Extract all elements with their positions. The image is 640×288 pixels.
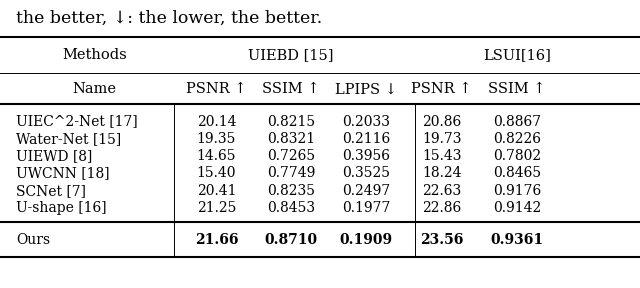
Text: SSIM ↑: SSIM ↑	[262, 82, 320, 96]
Text: 18.24: 18.24	[422, 166, 461, 180]
Text: 15.43: 15.43	[422, 149, 461, 163]
Text: 0.2033: 0.2033	[342, 115, 390, 128]
Text: 0.7802: 0.7802	[493, 149, 541, 163]
Text: 0.9361: 0.9361	[490, 233, 544, 247]
Text: 14.65: 14.65	[196, 149, 236, 163]
Text: 0.8710: 0.8710	[264, 233, 318, 247]
Text: SSIM ↑: SSIM ↑	[488, 82, 546, 96]
Text: LPIPS ↓: LPIPS ↓	[335, 82, 397, 96]
Text: LSUI[16]: LSUI[16]	[483, 48, 551, 62]
Text: 0.8321: 0.8321	[267, 132, 316, 146]
Text: UIEWD [8]: UIEWD [8]	[16, 149, 92, 163]
Text: 0.2497: 0.2497	[342, 184, 390, 198]
Text: U-shape [16]: U-shape [16]	[16, 201, 107, 215]
Text: 0.8226: 0.8226	[493, 132, 541, 146]
Text: 0.8453: 0.8453	[267, 201, 316, 215]
Text: 0.1977: 0.1977	[342, 201, 390, 215]
Text: 21.25: 21.25	[196, 201, 236, 215]
Text: 0.3525: 0.3525	[342, 166, 390, 180]
Text: 0.9142: 0.9142	[493, 201, 541, 215]
Text: Ours: Ours	[16, 233, 50, 247]
Text: UIEC^2-Net [17]: UIEC^2-Net [17]	[16, 115, 138, 128]
Text: 20.14: 20.14	[196, 115, 236, 128]
Text: 19.73: 19.73	[422, 132, 461, 146]
Text: PSNR ↑: PSNR ↑	[412, 82, 472, 96]
Text: 0.8465: 0.8465	[493, 166, 541, 180]
Text: 21.66: 21.66	[195, 233, 238, 247]
Text: 0.8867: 0.8867	[493, 115, 541, 128]
Text: 0.3956: 0.3956	[342, 149, 390, 163]
Text: 0.8235: 0.8235	[268, 184, 315, 198]
Text: PSNR ↑: PSNR ↑	[186, 82, 246, 96]
Text: 0.7265: 0.7265	[267, 149, 316, 163]
Text: 0.8215: 0.8215	[267, 115, 316, 128]
Text: 22.86: 22.86	[422, 201, 461, 215]
Text: 23.56: 23.56	[420, 233, 463, 247]
Text: SCNet [7]: SCNet [7]	[16, 184, 86, 198]
Text: Water-Net [15]: Water-Net [15]	[16, 132, 121, 146]
Text: 20.41: 20.41	[196, 184, 236, 198]
Text: 0.2116: 0.2116	[342, 132, 390, 146]
Text: 19.35: 19.35	[196, 132, 236, 146]
Text: 0.1909: 0.1909	[339, 233, 393, 247]
Text: UWCNN [18]: UWCNN [18]	[16, 166, 109, 180]
Text: 15.40: 15.40	[196, 166, 236, 180]
Text: 0.9176: 0.9176	[493, 184, 541, 198]
Text: UIEBD [15]: UIEBD [15]	[248, 48, 334, 62]
Text: the better, ↓: the lower, the better.: the better, ↓: the lower, the better.	[16, 10, 323, 27]
Text: 0.7749: 0.7749	[267, 166, 316, 180]
Text: 22.63: 22.63	[422, 184, 461, 198]
Text: Methods: Methods	[62, 48, 127, 62]
Text: Name: Name	[73, 82, 116, 96]
Text: 20.86: 20.86	[422, 115, 461, 128]
